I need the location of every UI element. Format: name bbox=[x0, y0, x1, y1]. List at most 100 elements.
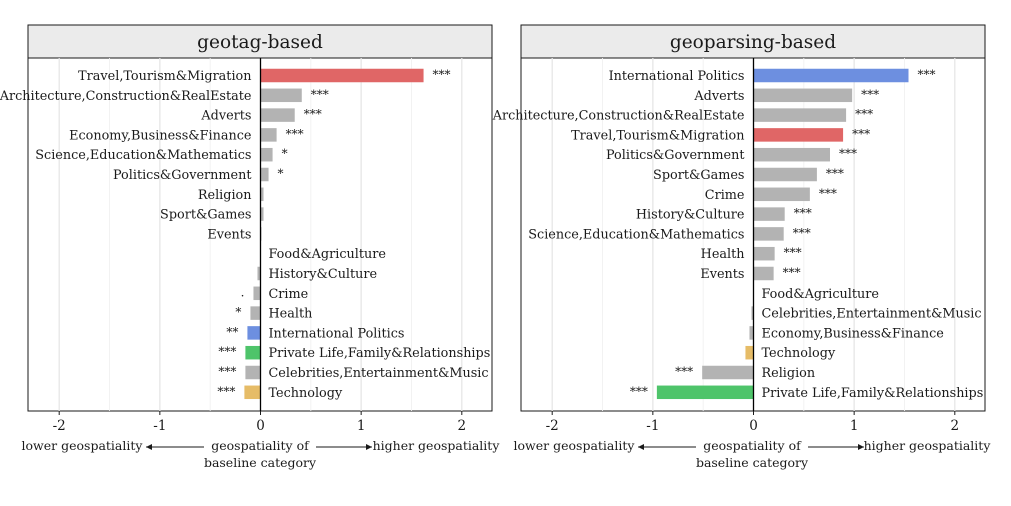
bar-events bbox=[753, 266, 774, 281]
higher-geospatiality-label: higher geospatiality bbox=[373, 438, 501, 453]
left-arrow-icon bbox=[146, 444, 204, 450]
bar-architecture-construction-realestate bbox=[260, 88, 302, 103]
bar-sport-games bbox=[260, 207, 264, 221]
category-label: Events bbox=[700, 267, 744, 282]
category-label: Religion bbox=[198, 188, 252, 203]
significance-label: *** bbox=[304, 107, 322, 121]
category-label: Food&Agriculture bbox=[762, 287, 879, 302]
bar-politics-government bbox=[753, 147, 830, 162]
category-label: International Politics bbox=[269, 326, 405, 341]
x-tick-label: 2 bbox=[951, 418, 960, 434]
bar-travel-tourism-migration bbox=[260, 68, 424, 83]
x-tick-label: -2 bbox=[53, 418, 66, 434]
significance-label: * bbox=[278, 167, 284, 181]
category-label: Economy,Business&Finance bbox=[762, 326, 944, 341]
baseline-label-line1: geospatiality of bbox=[211, 438, 310, 453]
significance-label: *** bbox=[852, 127, 870, 141]
lower-geospatiality-label: lower geospatiality bbox=[514, 438, 636, 453]
x-tick-label: 1 bbox=[357, 418, 366, 434]
bar-celebrities-entertainment-music bbox=[245, 365, 261, 380]
baseline-label-line2: baseline category bbox=[696, 455, 809, 470]
category-label: Travel,Tourism&Migration bbox=[78, 69, 251, 84]
significance-label: *** bbox=[826, 167, 844, 181]
significance-label: *** bbox=[794, 206, 812, 220]
category-label: Technology bbox=[269, 386, 343, 401]
category-label: Crime bbox=[269, 287, 309, 302]
panel-header bbox=[27, 24, 493, 59]
x-tick-label: -2 bbox=[546, 418, 559, 434]
category-label: Sport&Games bbox=[160, 208, 251, 223]
bar-technology bbox=[244, 385, 261, 400]
bar-economy-business-finance bbox=[260, 128, 277, 142]
significance-label: *** bbox=[819, 186, 837, 200]
bar-economy-business-finance bbox=[749, 326, 754, 340]
category-label: Events bbox=[207, 227, 251, 242]
panel-geoparsing: geoparsing-based International Politics **… bbox=[492, 24, 986, 434]
category-label: Adverts bbox=[693, 89, 744, 104]
significance-label: *** bbox=[218, 365, 236, 379]
x-tick-label: 0 bbox=[256, 418, 265, 434]
significance-label: *** bbox=[286, 127, 304, 141]
category-label: Private Life,Family&Relationships bbox=[762, 386, 984, 401]
category-label: Sport&Games bbox=[653, 168, 744, 183]
category-label: Technology bbox=[762, 346, 836, 361]
x-tick-label: 0 bbox=[749, 418, 758, 434]
significance-label: *** bbox=[675, 365, 693, 379]
category-label: Crime bbox=[705, 188, 745, 203]
footer-geoparsing: lower geospatiality geospatiality of bas… bbox=[514, 438, 992, 470]
bar-science-education-mathematics bbox=[260, 147, 273, 162]
category-label: Travel,Tourism&Migration bbox=[571, 128, 744, 143]
bar-health bbox=[753, 246, 775, 261]
left-arrow-icon bbox=[638, 444, 696, 450]
category-label: Health bbox=[701, 247, 745, 262]
bar-technology bbox=[745, 345, 754, 360]
category-label: Celebrities,Entertainment&Music bbox=[762, 307, 982, 322]
footer-geotag: lower geospatiality geospatiality of bas… bbox=[22, 438, 501, 470]
significance-label: *** bbox=[855, 107, 873, 121]
significance-label: *** bbox=[311, 87, 329, 101]
significance-label: ** bbox=[226, 325, 238, 339]
bar-private-life-family-relationships bbox=[656, 385, 754, 400]
x-tick-label: -1 bbox=[646, 418, 659, 434]
category-label: Architecture,Construction&RealEstate bbox=[0, 89, 252, 104]
bar-international-politics bbox=[247, 326, 261, 340]
baseline-label-line1: geospatiality of bbox=[703, 438, 802, 453]
bar-adverts bbox=[753, 88, 853, 103]
category-label: Science,Education&Mathematics bbox=[528, 227, 744, 242]
category-label: Economy,Business&Finance bbox=[69, 128, 251, 143]
bar-religion bbox=[702, 365, 754, 380]
bar-adverts bbox=[260, 108, 295, 122]
category-label: History&Culture bbox=[636, 208, 745, 223]
lower-geospatiality-label: lower geospatiality bbox=[22, 438, 144, 453]
significance-label: *** bbox=[784, 246, 802, 260]
significance-label: * bbox=[235, 305, 241, 319]
significance-label: *** bbox=[793, 226, 811, 240]
category-label: International Politics bbox=[609, 69, 745, 84]
baseline-label-line2: baseline category bbox=[204, 455, 317, 470]
right-arrow-icon bbox=[316, 444, 372, 450]
category-label: Food&Agriculture bbox=[269, 247, 386, 262]
significance-label: *** bbox=[918, 68, 936, 82]
bar-science-education-mathematics bbox=[753, 227, 784, 241]
bar-history-culture bbox=[753, 207, 785, 221]
panel-title: geoparsing-based bbox=[670, 32, 836, 53]
category-label: Private Life,Family&Relationships bbox=[269, 346, 491, 361]
significance-label: *** bbox=[861, 87, 879, 101]
category-label: Celebrities,Entertainment&Music bbox=[269, 366, 489, 381]
significance-label: *** bbox=[783, 266, 801, 280]
bar-religion bbox=[260, 187, 264, 202]
bar-travel-tourism-migration bbox=[753, 128, 844, 142]
bar-health bbox=[250, 306, 261, 320]
category-label: Politics&Government bbox=[113, 168, 252, 183]
x-tick-label: 1 bbox=[850, 418, 859, 434]
bar-politics-government bbox=[260, 167, 269, 182]
category-label: Science,Education&Mathematics bbox=[35, 148, 251, 163]
panel-title: geotag-based bbox=[197, 32, 323, 53]
bar-history-culture bbox=[257, 266, 261, 281]
right-arrow-icon bbox=[808, 444, 864, 450]
significance-label: . bbox=[241, 285, 245, 299]
x-tick-label: 2 bbox=[458, 418, 467, 434]
category-label: Health bbox=[269, 307, 313, 322]
